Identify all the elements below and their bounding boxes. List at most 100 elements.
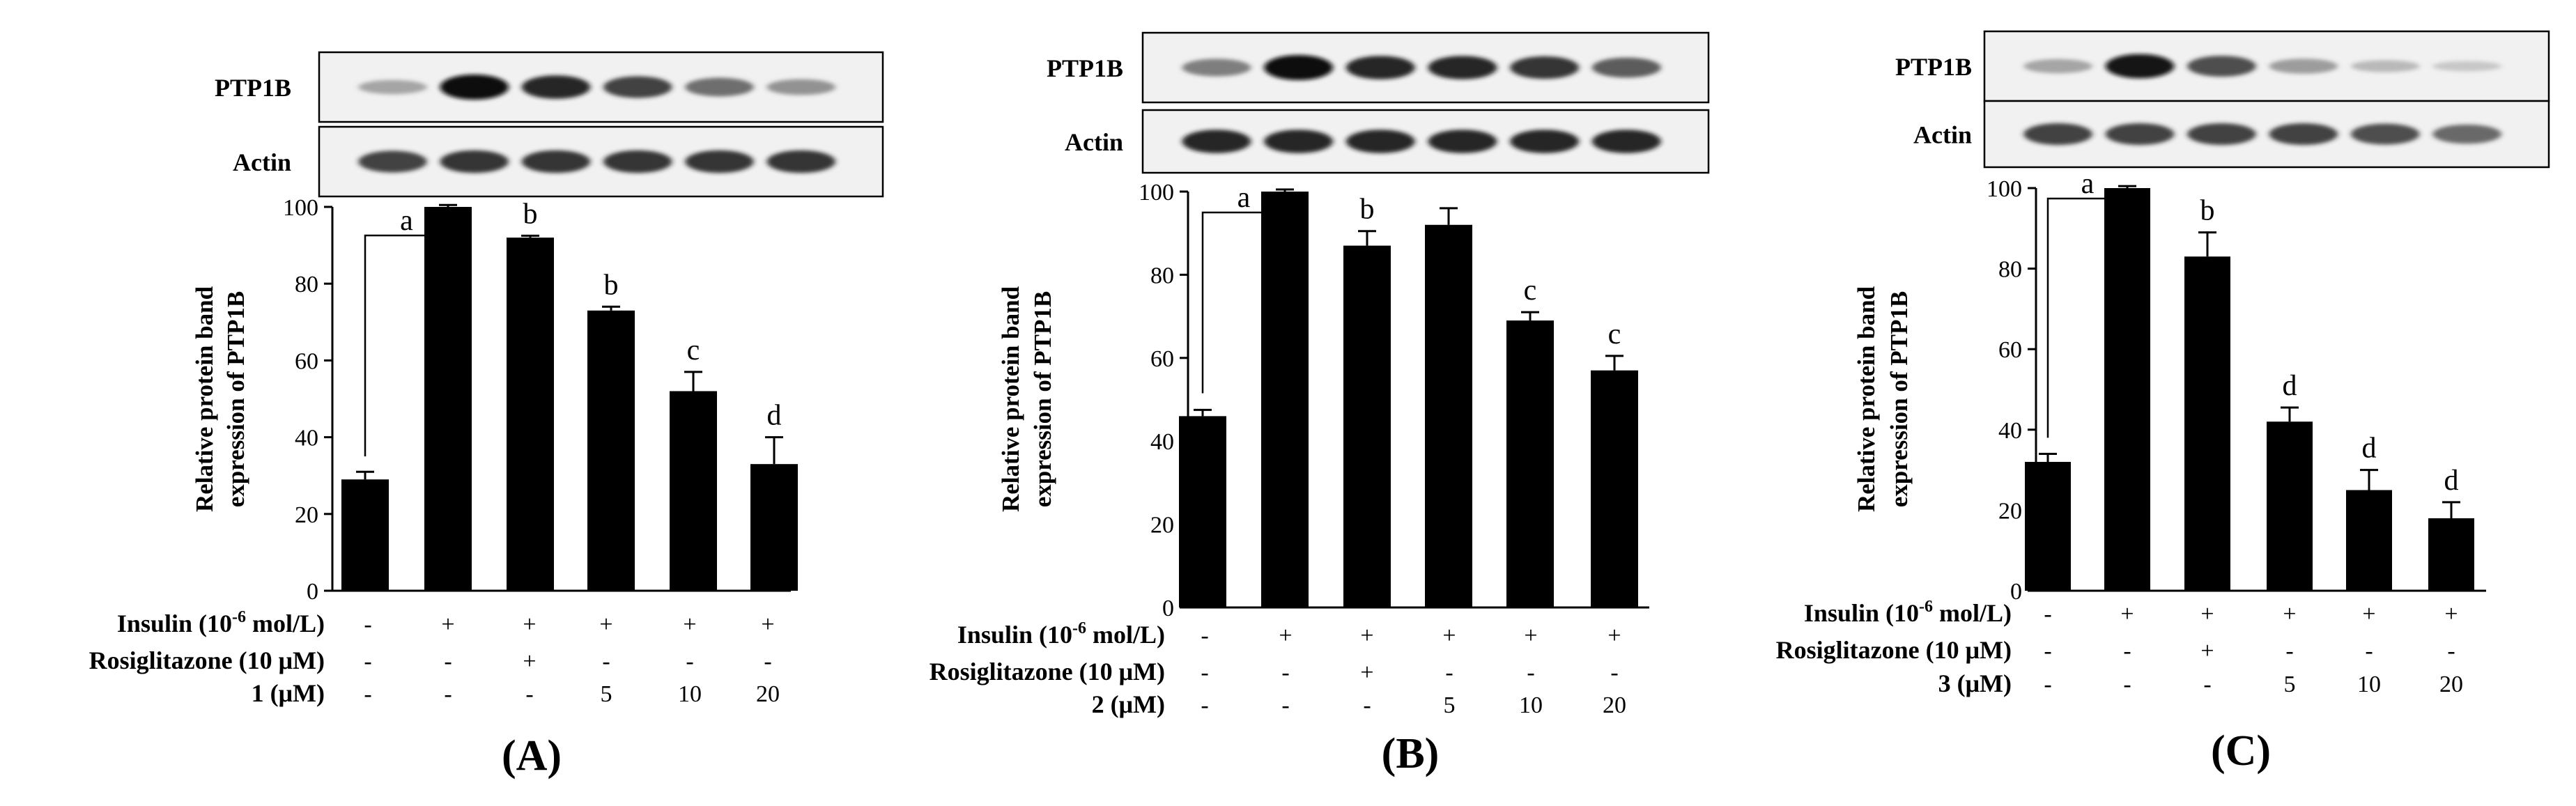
y-tick-label: 80 <box>1998 257 2022 283</box>
bar <box>507 238 554 591</box>
blot-label-actin: Actin <box>1913 121 1972 149</box>
treatment-cell: + <box>1524 623 1537 649</box>
treatment-cell: - <box>1281 660 1289 685</box>
treatment-label: 1 (μM) <box>252 679 325 707</box>
treatment-cell: + <box>1279 623 1292 649</box>
treatment-cell: - <box>444 649 452 674</box>
bracket-line <box>364 204 449 457</box>
treatment-cell: - <box>525 681 533 707</box>
y-tick-label: 40 <box>1998 418 2022 444</box>
panel-a: PTP1B Actin 0 20 40 60 80 100 Relative protein b… <box>89 51 884 780</box>
blot-band <box>1510 56 1580 79</box>
blot-band <box>358 150 427 173</box>
bar <box>1425 224 1472 607</box>
treatment-cell: 10 <box>2357 672 2381 697</box>
treatment-cell: + <box>1442 623 1456 649</box>
treatment-label: Rosiglitazone (10 μM) <box>930 658 1165 685</box>
blot-band <box>2023 59 2092 74</box>
blot-band <box>2432 124 2501 144</box>
blot-band <box>2269 123 2338 146</box>
bars: b c c <box>1179 188 1638 607</box>
blot-band <box>2350 60 2420 72</box>
y-tick-label: 0 <box>2010 579 2022 605</box>
label-part: mol/L) <box>1933 599 2012 627</box>
treatment-label: 3 (μM) <box>1938 669 2012 697</box>
significance-letter: b <box>1360 194 1375 226</box>
blot-band <box>1264 130 1334 153</box>
bar <box>341 479 389 591</box>
western-blot-ptp1b <box>1983 30 2550 102</box>
bar <box>1343 245 1391 607</box>
bracket-line <box>2046 185 2129 438</box>
blot-label-actin: Actin <box>233 148 291 176</box>
blot-band <box>440 150 509 173</box>
bar <box>1591 370 1638 607</box>
y-tick-label: 100 <box>1139 180 1174 206</box>
treatment-cell: 20 <box>2439 672 2463 697</box>
blot-band <box>521 150 591 173</box>
treatment-cell: 20 <box>1603 692 1626 718</box>
y-axis-title-line: Relative protein band <box>1853 286 1880 512</box>
treatment-cell: + <box>1360 660 1373 685</box>
bar <box>2025 462 2071 591</box>
treatment-cell: - <box>602 649 610 674</box>
blot-band <box>1591 57 1661 78</box>
blot-band <box>2269 59 2338 74</box>
treatment-cell: + <box>599 612 612 637</box>
treatment-cell: - <box>2044 601 2051 627</box>
treatment-cell: - <box>364 649 371 674</box>
blot-band <box>358 79 427 95</box>
treatment-cell: - <box>2044 672 2051 697</box>
y-axis: 0 20 40 60 80 100 <box>283 195 334 605</box>
blot-label-actin: Actin <box>1065 128 1123 156</box>
significance-letter: d <box>2362 433 2377 465</box>
blot-band <box>2187 56 2256 77</box>
treatment-cell: + <box>761 612 774 637</box>
bar <box>2428 518 2474 591</box>
bar <box>1506 320 1554 607</box>
treatment-cell: - <box>2203 672 2211 697</box>
treatment-cell: - <box>2044 638 2051 664</box>
label-part: Insulin (10 <box>1804 599 1919 627</box>
treatment-cell: + <box>441 612 454 637</box>
treatment-cell: + <box>2200 601 2214 627</box>
blot-band <box>1182 59 1251 77</box>
significance-letter: c <box>1524 274 1537 307</box>
treatment-table: Insulin (10-6 mol/L) - + + + + + Rosiglitazone … <box>930 619 1626 718</box>
y-tick-label: 60 <box>295 348 318 374</box>
treatment-cell: - <box>364 612 371 637</box>
treatment-label: Insulin (10-6 mol/L) <box>957 619 1165 649</box>
label-part: Insulin (10 <box>957 621 1072 649</box>
blot-band <box>1264 55 1334 80</box>
treatment-cell: 20 <box>756 681 780 707</box>
treatment-cell: - <box>1445 660 1453 685</box>
panel-c: PTP1B Actin 0 20 40 60 80 100 Relative protein b… <box>1776 30 2550 775</box>
significance-letter: c <box>687 334 700 366</box>
blot-label-ptp1b: PTP1B <box>1895 53 1972 81</box>
treatment-cell: 5 <box>1444 692 1456 718</box>
treatment-label: 2 (μM) <box>1092 690 1165 718</box>
y-tick-label: 20 <box>295 502 318 528</box>
bar <box>587 310 635 591</box>
blot-band <box>1510 130 1580 153</box>
y-tick-label: 20 <box>1150 513 1174 538</box>
blot-band <box>2105 54 2175 79</box>
bars: b b c d <box>341 198 798 591</box>
y-tick-label: 0 <box>307 579 318 605</box>
blot-band <box>1591 130 1661 153</box>
treatment-cell: - <box>444 681 452 707</box>
bar <box>424 207 472 591</box>
y-tick-label: 40 <box>295 426 318 451</box>
y-tick-label: 0 <box>1162 596 1174 621</box>
treatment-cell: + <box>523 649 536 674</box>
treatment-cell: + <box>2362 601 2375 627</box>
treatment-label: Insulin (10-6 mol/L) <box>117 608 325 637</box>
treatment-cell: - <box>2123 638 2131 664</box>
treatment-cell: - <box>2447 638 2455 664</box>
blot-band <box>2187 123 2256 146</box>
significance-letter: b <box>604 269 619 301</box>
y-tick-label: 20 <box>1998 498 2022 524</box>
panel-label: (B) <box>1382 730 1440 777</box>
panel-label: (A) <box>502 732 562 780</box>
